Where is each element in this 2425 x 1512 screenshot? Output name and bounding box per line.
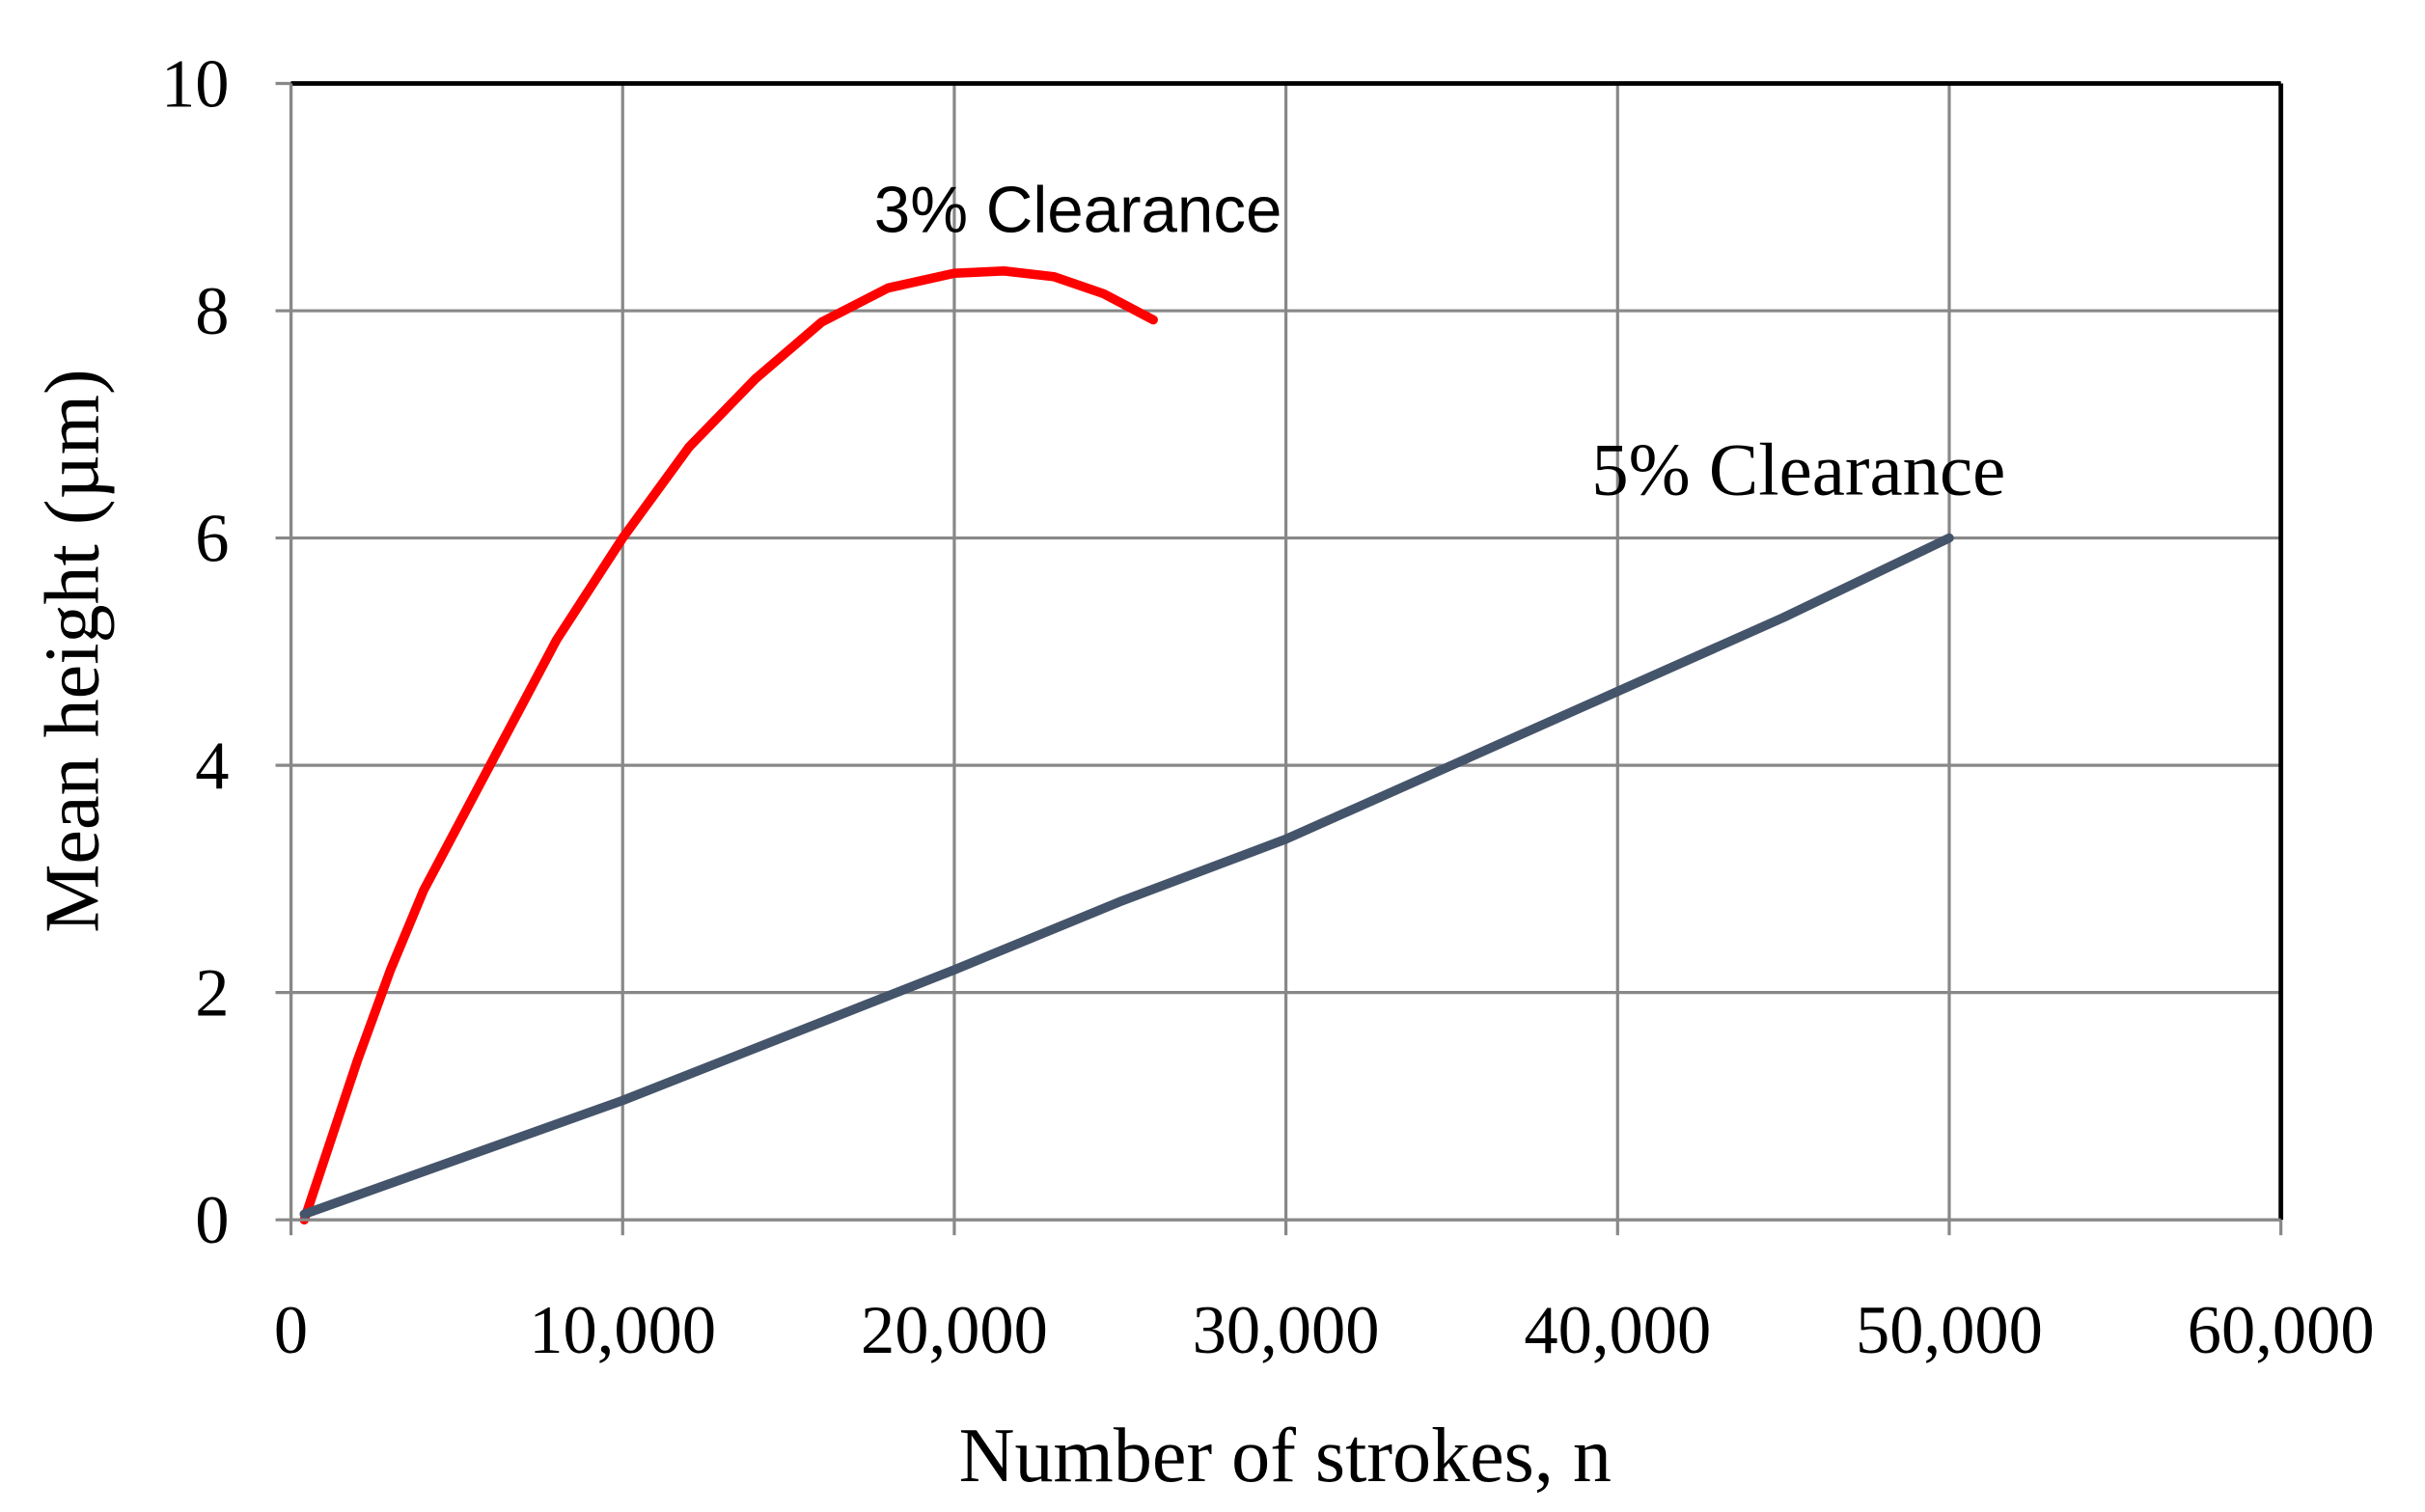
- x-tick-label: 60,000: [2188, 1293, 2375, 1368]
- annotation: 5% Clearance: [1591, 428, 2005, 511]
- x-tick-label: 40,000: [1524, 1293, 1711, 1368]
- y-tick-label: 0: [195, 1183, 229, 1258]
- y-axis-title: Mean height (µm): [30, 369, 115, 933]
- y-tick-label: 8: [195, 274, 229, 349]
- x-tick-label: 30,000: [1193, 1293, 1380, 1368]
- x-tick-label: 50,000: [1856, 1293, 2043, 1368]
- y-tick-label: 4: [195, 729, 229, 804]
- series-line: [299, 266, 1158, 1224]
- x-tick-label: 0: [274, 1293, 308, 1368]
- lines: [299, 266, 1954, 1224]
- x-tick-label: 20,000: [861, 1293, 1048, 1368]
- y-tick-label: 10: [161, 47, 229, 123]
- x-axis-title: Number of strokes, n: [959, 1414, 1612, 1498]
- y-tick-label: 6: [195, 502, 229, 577]
- annotation: 3% Clearance: [874, 174, 1282, 246]
- x-tick-label: 10,000: [529, 1293, 716, 1368]
- y-tick-label: 2: [195, 956, 229, 1031]
- series-line: [299, 533, 1954, 1220]
- grid: [275, 81, 2283, 1236]
